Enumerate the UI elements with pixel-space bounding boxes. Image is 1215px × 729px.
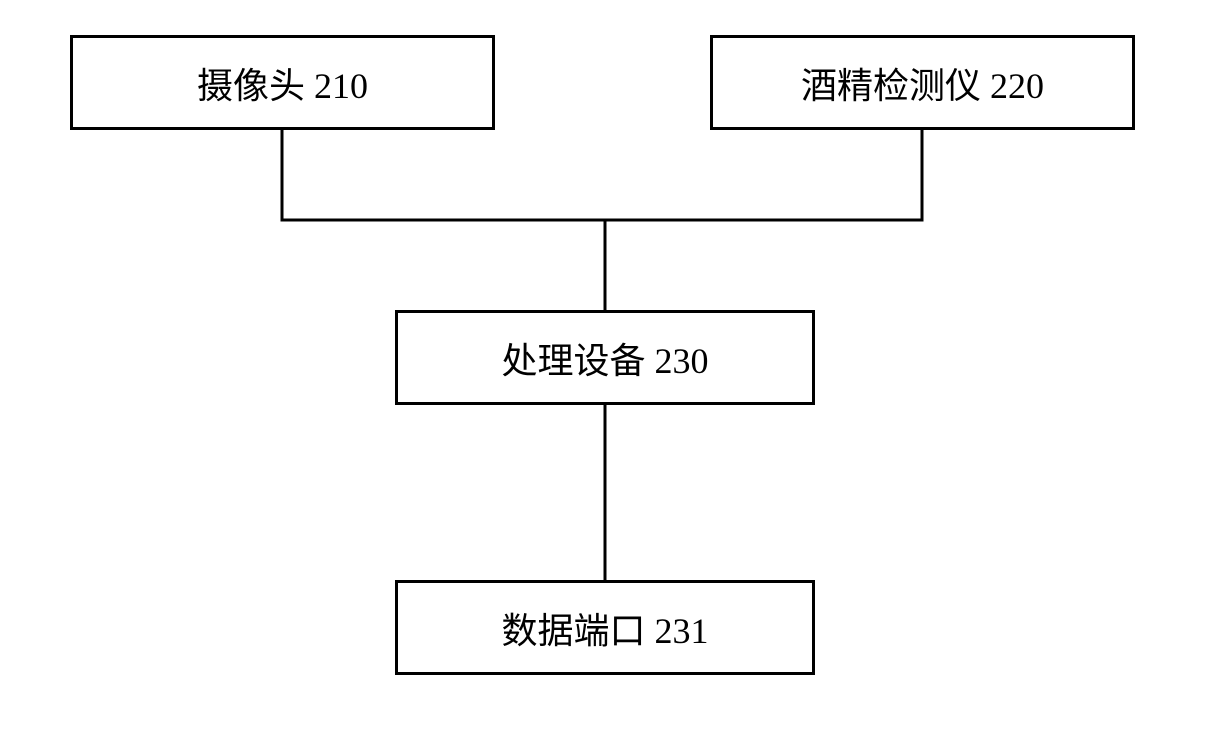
node-camera: 摄像头 210 xyxy=(70,35,495,130)
node-alcohol-detector: 酒精检测仪 220 xyxy=(710,35,1135,130)
node-camera-label: 摄像头 210 xyxy=(197,57,368,109)
node-processor-label: 处理设备 230 xyxy=(501,332,708,384)
node-data-port: 数据端口 231 xyxy=(395,580,815,675)
block-diagram: 摄像头 210 酒精检测仪 220 处理设备 230 数据端口 231 xyxy=(0,0,1215,729)
node-alcohol-detector-label: 酒精检测仪 220 xyxy=(801,57,1044,109)
node-data-port-label: 数据端口 231 xyxy=(501,602,708,654)
node-processor: 处理设备 230 xyxy=(395,310,815,405)
